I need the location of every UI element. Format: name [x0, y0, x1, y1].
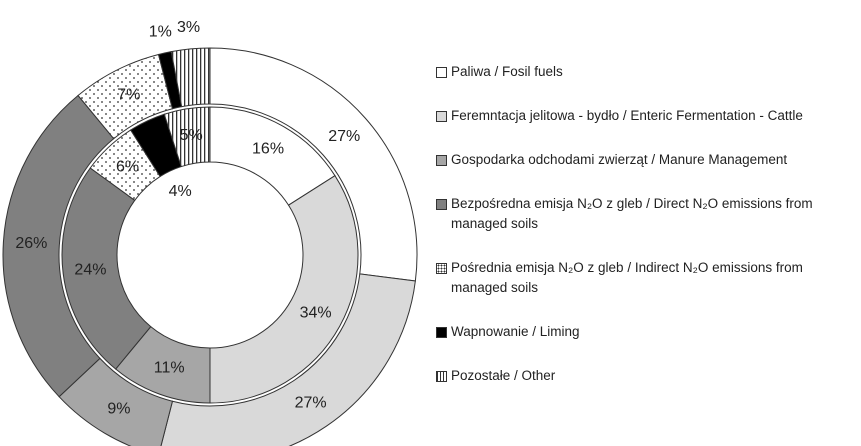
legend-label: Gospodarka odchodami zwierząt / Manure M… [451, 152, 788, 167]
legend-label: Bezpośredna emisja N₂O z gleb / Direct N… [451, 196, 813, 231]
legend-label: Wapnowanie / Liming [451, 324, 580, 339]
legend-label: Paliwa / Fosil fuels [451, 64, 563, 79]
data-label: 9% [107, 400, 130, 417]
legend-key [436, 199, 447, 210]
legend-key [436, 263, 447, 274]
data-label: 34% [300, 304, 332, 321]
legend-item: Feremntacja jelitowa - bydło / Enteric F… [436, 106, 861, 126]
data-label: 3% [177, 19, 200, 36]
donut-slice [163, 106, 211, 168]
donut-slice [61, 167, 152, 370]
data-label: 7% [117, 87, 140, 104]
legend-item: Bezpośredna emisja N₂O z gleb / Direct N… [436, 194, 861, 234]
legend-key [436, 327, 447, 338]
data-label: 5% [180, 127, 203, 144]
data-label: 24% [74, 261, 106, 278]
data-label: 27% [328, 128, 360, 145]
data-label: 27% [295, 394, 327, 411]
legend-item: Gospodarka odchodami zwierząt / Manure M… [436, 150, 861, 170]
legend-key [436, 67, 447, 78]
donut-slice [170, 47, 211, 108]
legend-item: Paliwa / Fosil fuels [436, 62, 861, 82]
data-label: 16% [252, 141, 284, 158]
legend-label: Pozostałe / Other [451, 368, 556, 383]
legend-key [436, 111, 447, 122]
data-label: 4% [169, 183, 192, 200]
legend-label: Pośrednia emisja N₂O z gleb / Indirect N… [451, 260, 803, 295]
legend-item: Wapnowanie / Liming [436, 322, 861, 342]
legend-key [436, 371, 447, 382]
donut-slice [160, 273, 416, 446]
legend-label: Feremntacja jelitowa - bydło / Enteric F… [451, 108, 803, 123]
donut-slice [209, 175, 359, 404]
legend-key [436, 155, 447, 166]
data-label: 26% [15, 235, 47, 252]
legend-item: Pozostałe / Other [436, 366, 861, 386]
data-label: 6% [116, 158, 139, 175]
legend: Paliwa / Fosil fuels Feremntacja jelitowa… [436, 62, 861, 410]
data-label: 11% [154, 360, 185, 377]
data-label: 1% [149, 24, 172, 41]
legend-item: Pośrednia emisja N₂O z gleb / Indirect N… [436, 258, 861, 298]
